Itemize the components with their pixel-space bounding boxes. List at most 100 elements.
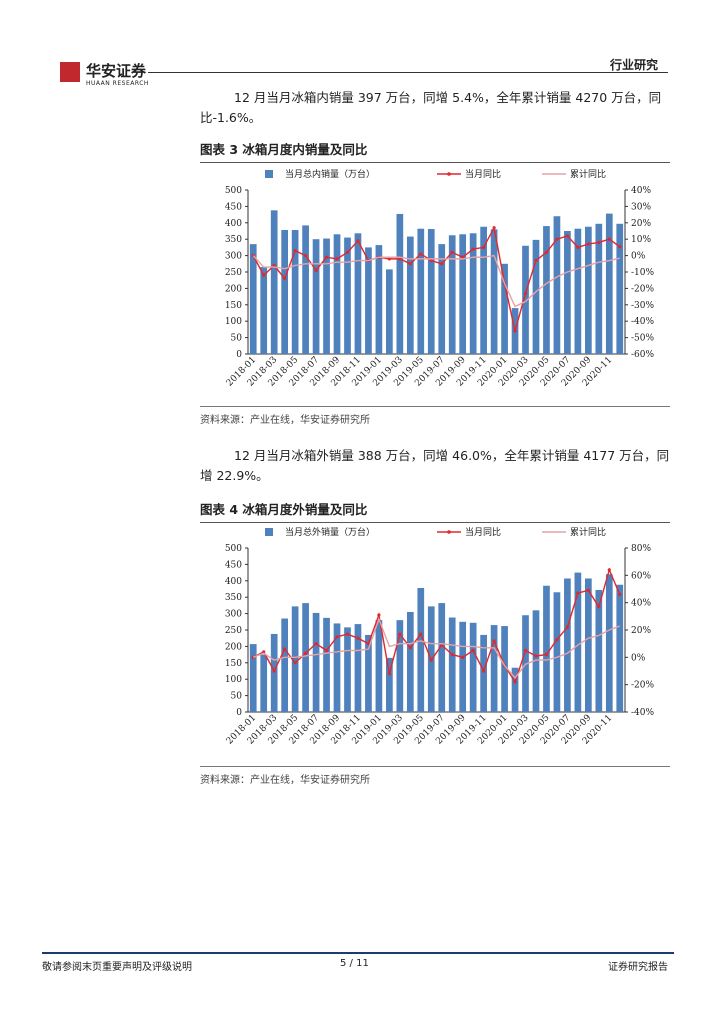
y2-tick-label: 20% xyxy=(631,626,651,636)
point xyxy=(429,658,433,662)
point xyxy=(419,632,423,636)
footer-rule xyxy=(42,952,674,954)
point xyxy=(492,226,496,230)
bar xyxy=(553,216,561,354)
point xyxy=(618,245,622,249)
bar xyxy=(323,238,330,354)
bar xyxy=(553,592,561,712)
bar xyxy=(480,226,487,354)
legend-label: 累计同比 xyxy=(570,526,606,538)
point xyxy=(461,255,465,259)
bar xyxy=(260,654,268,712)
point xyxy=(440,262,444,266)
bar xyxy=(249,644,257,712)
bar xyxy=(438,244,446,354)
line xyxy=(252,254,620,308)
legend-label: 当月同比 xyxy=(465,526,501,538)
point xyxy=(565,234,570,238)
logo-icon xyxy=(60,62,80,82)
bar xyxy=(564,231,571,354)
point xyxy=(534,258,538,263)
bar xyxy=(302,225,309,354)
point xyxy=(262,273,266,277)
y2-tick-label: -40% xyxy=(631,708,654,718)
point xyxy=(607,237,611,241)
y-tick-label: 300 xyxy=(225,610,242,620)
y2-tick-label: -30% xyxy=(631,301,654,311)
y2-tick-label: 0% xyxy=(631,252,646,262)
footer-label: 证券研究报告 xyxy=(608,962,668,973)
y2-tick-label: -60% xyxy=(631,350,654,360)
bar xyxy=(260,267,268,354)
bar xyxy=(501,263,508,354)
point xyxy=(314,268,318,272)
y-tick-label: 350 xyxy=(225,235,242,245)
point xyxy=(303,254,308,258)
bar xyxy=(344,237,351,354)
legend-marker xyxy=(447,530,451,534)
y2-tick-label: 10% xyxy=(631,235,651,245)
y-tick-label: 300 xyxy=(225,252,242,262)
bar xyxy=(427,229,435,354)
point xyxy=(450,250,454,254)
line xyxy=(252,567,621,684)
point xyxy=(534,654,538,658)
bar xyxy=(281,618,289,712)
y-tick-label: 350 xyxy=(225,593,242,603)
bar xyxy=(574,228,582,354)
chart: 0 50 100 150 200 250 300 350 400 450 500 -40% -20% 0%… xyxy=(225,526,655,747)
point xyxy=(345,632,350,636)
y2-tick-label: -10% xyxy=(631,268,654,278)
bar xyxy=(459,234,467,354)
point xyxy=(597,605,601,609)
legend-marker xyxy=(447,172,451,176)
y-tick-label: 450 xyxy=(225,202,242,212)
y2-tick-label: -40% xyxy=(631,317,654,327)
point xyxy=(618,592,622,597)
y-tick-label: 500 xyxy=(225,186,242,196)
bar xyxy=(386,269,393,354)
bar xyxy=(270,633,278,712)
point xyxy=(555,237,559,241)
bar xyxy=(291,230,299,354)
point xyxy=(356,636,360,640)
y-tick-label: 0 xyxy=(236,708,242,718)
point xyxy=(335,635,339,639)
bar xyxy=(564,578,571,712)
y2-tick-label: -20% xyxy=(631,681,654,691)
bar xyxy=(438,603,446,712)
point xyxy=(356,239,360,243)
bar xyxy=(448,617,456,712)
bar xyxy=(522,245,529,354)
point xyxy=(272,263,276,268)
bar xyxy=(333,623,341,712)
point xyxy=(471,247,475,251)
point xyxy=(293,661,297,665)
bar xyxy=(532,610,540,712)
footer-disclaimer: 敬请参阅末页重要声明及评级说明 xyxy=(42,962,192,973)
y2-tick-label: -20% xyxy=(631,284,654,294)
bar xyxy=(459,621,467,712)
bar xyxy=(605,574,613,712)
y-tick-label: 200 xyxy=(225,284,242,294)
point xyxy=(408,646,412,650)
line xyxy=(252,617,621,679)
point xyxy=(419,252,423,256)
bar xyxy=(584,578,592,712)
y-tick-label: 250 xyxy=(225,268,242,278)
point xyxy=(324,255,329,259)
point xyxy=(429,258,433,263)
point xyxy=(523,291,528,295)
point xyxy=(492,639,496,643)
point xyxy=(482,245,486,249)
y-tick-label: 0 xyxy=(236,350,242,360)
bar xyxy=(511,667,519,712)
paragraph: 12 月当月冰箱外销量 388 万台，同增 46.0%，全年累计销量 4177 … xyxy=(200,448,670,483)
bar xyxy=(469,622,477,712)
bar xyxy=(616,223,624,354)
bar xyxy=(344,627,351,712)
y-tick-label: 150 xyxy=(225,301,242,311)
chart: 0 50 100 150 200 250 300 350 400 450 500 -60% -50% -4… xyxy=(225,168,655,389)
point xyxy=(544,250,549,254)
point xyxy=(262,650,266,654)
